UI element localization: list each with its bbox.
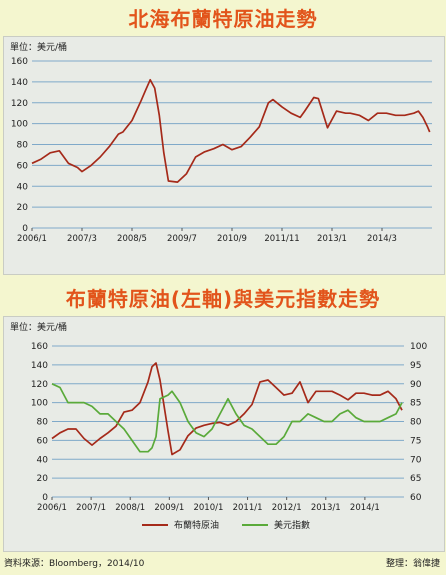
y2-tick-label: 85 (410, 399, 421, 409)
y-tick-label: 60 (37, 436, 49, 446)
y2-tick-label: 65 (410, 474, 421, 484)
x-tick-label: 2006/1 (37, 503, 67, 513)
x-tick-label: 2007/1 (76, 503, 106, 513)
x-tick-label: 2011/11 (264, 234, 299, 244)
unit-label: 單位：美元/桶 (10, 41, 67, 53)
y-tick-label: 40 (17, 182, 29, 192)
x-tick-label: 2010/1 (193, 503, 223, 513)
x-tick-label: 2013/1 (317, 234, 347, 244)
x-tick-label: 2008/1 (115, 503, 145, 513)
series-line (51, 362, 403, 456)
x-tick-label: 2009/1 (154, 503, 184, 513)
y-tick-label: 120 (31, 380, 48, 390)
y-tick-label: 0 (42, 493, 48, 503)
y-tick-label: 100 (31, 399, 48, 409)
y-tick-label: 140 (31, 361, 48, 371)
x-tick-label: 2007/3 (67, 234, 97, 244)
y-tick-label: 60 (17, 161, 29, 171)
chart2-panel: 單位：美元/桶 0 60 20 65 40 70 60 75 80 80 100 85 120 90 140 9… (3, 316, 445, 552)
y-tick-label: 20 (37, 474, 49, 484)
y2-tick-label: 75 (410, 436, 421, 446)
y2-tick-label: 70 (410, 455, 422, 465)
series-line (51, 383, 403, 453)
legend-label: 美元指數 (274, 519, 310, 531)
y2-tick-label: 90 (410, 380, 422, 390)
chart1-title: 北海布蘭特原油走勢 (128, 7, 318, 31)
y2-tick-label: 95 (410, 361, 421, 371)
y-tick-label: 80 (37, 418, 49, 428)
chart2-plot: 單位：美元/桶 0 60 20 65 40 70 60 75 80 80 100 85 120 90 140 9… (10, 321, 427, 531)
y-tick-label: 160 (31, 342, 48, 352)
x-tick-label: 2014/3 (367, 234, 397, 244)
source-note: 資料來源：Bloomberg，2014/10 (4, 559, 145, 569)
chart1-plot: 單位：美元/桶 0 20 40 60 80 100 120 140 160 2006/1 2007/3… (10, 41, 432, 244)
y-tick-label: 140 (11, 78, 28, 88)
legend-label: 布蘭特原油 (174, 519, 219, 531)
series-line (31, 78, 431, 183)
y2-tick-label: 60 (410, 493, 422, 503)
x-tick-label: 2008/5 (117, 234, 147, 244)
y2-tick-label: 80 (410, 418, 422, 428)
x-tick-label: 2011/1 (233, 503, 263, 513)
y-tick-label: 0 (22, 224, 28, 234)
x-tick-label: 2010/9 (217, 234, 247, 244)
y2-tick-label: 100 (410, 342, 427, 352)
editor-note: 整理：翁偉捷 (385, 559, 440, 569)
x-tick-label: 2012/1 (272, 503, 302, 513)
chart1-panel: 單位：美元/桶 0 20 40 60 80 100 120 140 160 2006/1 2007/3… (3, 36, 445, 275)
x-tick-label: 2009/7 (167, 234, 197, 244)
y-tick-label: 100 (11, 120, 28, 130)
y-tick-label: 40 (37, 455, 49, 465)
y-tick-label: 80 (17, 141, 29, 151)
y-tick-label: 20 (17, 203, 29, 213)
x-tick-label: 2014/1 (350, 503, 380, 513)
x-tick-label: 2013/1 (311, 503, 341, 513)
unit-label: 單位：美元/桶 (10, 321, 67, 333)
y-tick-label: 120 (11, 99, 28, 109)
chart2-title: 布蘭特原油(左軸)與美元指數走勢 (65, 287, 381, 311)
x-tick-label: 2006/1 (17, 234, 47, 244)
y-tick-label: 160 (11, 57, 28, 67)
